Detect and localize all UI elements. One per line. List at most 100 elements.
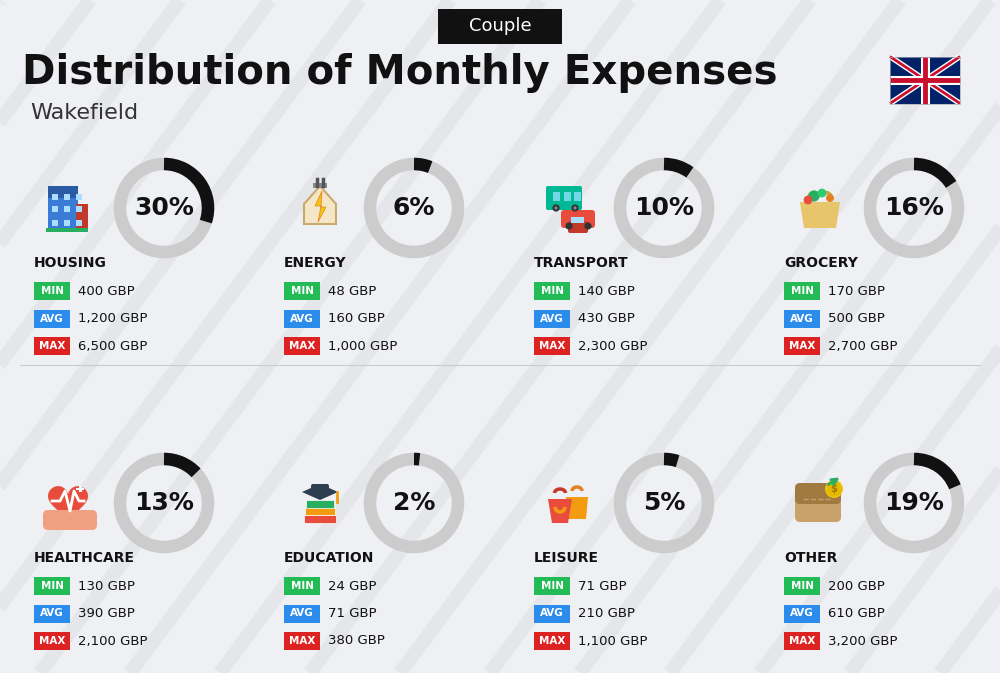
FancyBboxPatch shape xyxy=(534,604,570,623)
Text: AVG: AVG xyxy=(40,314,64,324)
Polygon shape xyxy=(566,497,588,519)
Text: AVG: AVG xyxy=(790,608,814,618)
FancyBboxPatch shape xyxy=(546,186,582,210)
FancyBboxPatch shape xyxy=(784,632,820,650)
Text: 2,100 GBP: 2,100 GBP xyxy=(78,635,148,647)
FancyBboxPatch shape xyxy=(284,604,320,623)
Bar xyxy=(564,192,571,201)
Text: OTHER: OTHER xyxy=(784,551,837,565)
Text: AVG: AVG xyxy=(540,608,564,618)
Bar xyxy=(52,206,58,211)
FancyBboxPatch shape xyxy=(34,632,70,650)
Text: 1,100 GBP: 1,100 GBP xyxy=(578,635,648,647)
Text: 48 GBP: 48 GBP xyxy=(328,285,376,297)
Text: MIN: MIN xyxy=(791,286,814,296)
Text: ENERGY: ENERGY xyxy=(284,256,347,270)
Bar xyxy=(313,183,327,188)
Bar xyxy=(553,192,560,201)
FancyBboxPatch shape xyxy=(34,604,70,623)
Text: 500 GBP: 500 GBP xyxy=(828,312,885,325)
Bar xyxy=(52,220,58,225)
FancyBboxPatch shape xyxy=(784,337,820,355)
Text: 10%: 10% xyxy=(634,196,694,220)
Text: MAX: MAX xyxy=(789,636,815,646)
Text: MIN: MIN xyxy=(40,581,64,591)
Text: 170 GBP: 170 GBP xyxy=(828,285,885,297)
Text: Distribution of Monthly Expenses: Distribution of Monthly Expenses xyxy=(22,53,778,93)
Text: MAX: MAX xyxy=(539,341,565,351)
Text: 19%: 19% xyxy=(884,491,944,515)
Polygon shape xyxy=(304,186,336,224)
FancyBboxPatch shape xyxy=(284,632,320,650)
Text: AVG: AVG xyxy=(290,608,314,618)
FancyBboxPatch shape xyxy=(438,9,562,44)
FancyBboxPatch shape xyxy=(795,486,841,522)
Text: 380 GBP: 380 GBP xyxy=(328,635,385,647)
Circle shape xyxy=(571,205,579,211)
Text: 2,300 GBP: 2,300 GBP xyxy=(578,339,648,353)
FancyBboxPatch shape xyxy=(284,337,320,355)
FancyBboxPatch shape xyxy=(306,500,334,508)
Text: 3,200 GBP: 3,200 GBP xyxy=(828,635,898,647)
Text: TRANSPORT: TRANSPORT xyxy=(534,256,629,270)
FancyBboxPatch shape xyxy=(534,577,570,595)
FancyBboxPatch shape xyxy=(311,484,329,495)
Text: MAX: MAX xyxy=(39,341,65,351)
Text: MIN: MIN xyxy=(540,581,564,591)
Bar xyxy=(64,206,70,211)
Text: HEALTHCARE: HEALTHCARE xyxy=(34,551,135,565)
Text: 13%: 13% xyxy=(134,491,194,515)
FancyBboxPatch shape xyxy=(784,282,820,300)
Text: MIN: MIN xyxy=(791,581,814,591)
FancyBboxPatch shape xyxy=(43,510,97,530)
Bar xyxy=(52,194,58,200)
FancyBboxPatch shape xyxy=(284,310,320,328)
FancyBboxPatch shape xyxy=(534,337,570,355)
FancyBboxPatch shape xyxy=(568,221,588,233)
Polygon shape xyxy=(800,202,840,228)
Text: 610 GBP: 610 GBP xyxy=(828,607,885,620)
Bar xyxy=(76,206,82,211)
FancyBboxPatch shape xyxy=(784,310,820,328)
Text: LEISURE: LEISURE xyxy=(534,551,599,565)
Bar xyxy=(48,186,78,230)
Text: MIN: MIN xyxy=(291,286,314,296)
Text: 2,700 GBP: 2,700 GBP xyxy=(828,339,898,353)
Text: MAX: MAX xyxy=(289,636,315,646)
FancyBboxPatch shape xyxy=(534,282,570,300)
Bar xyxy=(48,186,78,198)
FancyBboxPatch shape xyxy=(534,632,570,650)
Text: 71 GBP: 71 GBP xyxy=(578,579,627,592)
Text: GROCERY: GROCERY xyxy=(784,256,858,270)
Text: 6%: 6% xyxy=(393,196,435,220)
Text: HOUSING: HOUSING xyxy=(34,256,107,270)
Circle shape xyxy=(818,188,826,197)
Circle shape xyxy=(554,207,558,209)
Text: 400 GBP: 400 GBP xyxy=(78,285,135,297)
FancyBboxPatch shape xyxy=(561,210,595,228)
Text: 130 GBP: 130 GBP xyxy=(78,579,135,592)
Text: MIN: MIN xyxy=(40,286,64,296)
Text: 430 GBP: 430 GBP xyxy=(578,312,635,325)
Text: 1,000 GBP: 1,000 GBP xyxy=(328,339,397,353)
Text: AVG: AVG xyxy=(540,314,564,324)
Bar xyxy=(76,488,84,490)
Text: MAX: MAX xyxy=(289,341,315,351)
Text: $: $ xyxy=(831,484,837,494)
Circle shape xyxy=(826,481,842,497)
Text: 1,200 GBP: 1,200 GBP xyxy=(78,312,148,325)
Bar xyxy=(46,228,88,232)
Circle shape xyxy=(584,222,592,229)
Text: 16%: 16% xyxy=(884,196,944,220)
Text: 6,500 GBP: 6,500 GBP xyxy=(78,339,147,353)
Text: 5%: 5% xyxy=(643,491,685,515)
FancyBboxPatch shape xyxy=(34,282,70,300)
Circle shape xyxy=(825,480,843,498)
Text: Couple: Couple xyxy=(469,17,531,35)
Polygon shape xyxy=(48,486,88,522)
Bar xyxy=(890,57,960,104)
FancyBboxPatch shape xyxy=(784,577,820,595)
Bar xyxy=(64,194,70,200)
Bar xyxy=(890,57,960,104)
Bar xyxy=(574,192,581,201)
